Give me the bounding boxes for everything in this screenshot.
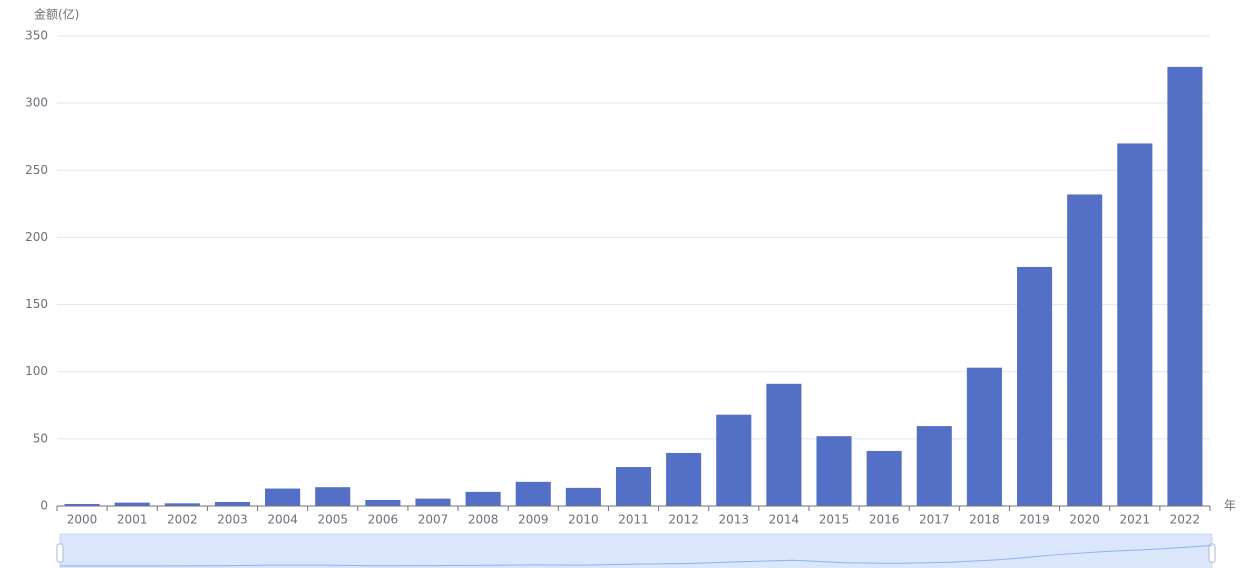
x-tick-label: 2019 bbox=[1019, 513, 1050, 527]
x-tick-label: 2005 bbox=[317, 513, 348, 527]
x-tick-label: 2013 bbox=[718, 513, 749, 527]
x-tick-label: 2000 bbox=[67, 513, 98, 527]
bar bbox=[966, 367, 1002, 506]
y-tick-label: 200 bbox=[25, 230, 48, 244]
bar bbox=[766, 383, 802, 506]
bar bbox=[515, 481, 551, 506]
bar bbox=[1167, 66, 1203, 506]
bar bbox=[916, 426, 952, 506]
bar bbox=[666, 452, 702, 506]
y-axis-label: 金额(亿) bbox=[34, 7, 79, 22]
x-tick-label: 2020 bbox=[1069, 513, 1100, 527]
x-tick-label: 2017 bbox=[919, 513, 950, 527]
bar bbox=[164, 503, 200, 506]
bar bbox=[415, 498, 451, 506]
slider-handle[interactable] bbox=[1208, 543, 1216, 563]
x-tick-label: 2016 bbox=[869, 513, 900, 527]
bar bbox=[465, 491, 501, 506]
x-tick-label: 2002 bbox=[167, 513, 198, 527]
x-tick-label: 2006 bbox=[368, 513, 399, 527]
bar bbox=[1016, 266, 1053, 506]
bar bbox=[615, 467, 652, 506]
bar bbox=[114, 502, 150, 506]
bar bbox=[866, 450, 902, 506]
y-tick-label: 250 bbox=[25, 163, 48, 177]
x-tick-label: 2011 bbox=[618, 513, 649, 527]
bar bbox=[816, 436, 852, 506]
bar bbox=[214, 501, 251, 506]
x-tick-label: 2009 bbox=[518, 513, 549, 527]
bar bbox=[265, 488, 301, 506]
x-tick-label: 2010 bbox=[568, 513, 599, 527]
x-tick-label: 2018 bbox=[969, 513, 1000, 527]
x-tick-label: 2008 bbox=[468, 513, 499, 527]
y-tick-label: 50 bbox=[33, 431, 48, 445]
bar bbox=[365, 499, 401, 506]
x-tick-label: 2001 bbox=[117, 513, 148, 527]
y-tick-label: 0 bbox=[40, 499, 48, 513]
y-tick-label: 100 bbox=[25, 364, 48, 378]
bar bbox=[1067, 194, 1103, 506]
x-tick-label: 2012 bbox=[668, 513, 699, 527]
bar bbox=[565, 487, 601, 506]
slider-handle[interactable] bbox=[56, 543, 64, 563]
y-tick-label: 300 bbox=[25, 96, 48, 110]
bar bbox=[315, 487, 351, 506]
x-tick-label: 2007 bbox=[418, 513, 449, 527]
slider-window bbox=[60, 534, 1212, 568]
data-zoom-slider[interactable] bbox=[56, 533, 1216, 568]
slider-preview bbox=[59, 544, 1213, 567]
bar bbox=[716, 414, 752, 506]
x-tick-label: 2021 bbox=[1120, 513, 1151, 527]
x-axis-label: 年 bbox=[1224, 499, 1236, 513]
y-tick-label: 350 bbox=[25, 29, 48, 43]
x-tick-label: 2004 bbox=[267, 513, 298, 527]
y-tick-label: 150 bbox=[25, 297, 48, 311]
x-tick-label: 2014 bbox=[769, 513, 800, 527]
bar bbox=[1117, 143, 1153, 506]
slider-track bbox=[59, 533, 1213, 568]
bar bbox=[64, 503, 100, 506]
x-tick-label: 2003 bbox=[217, 513, 248, 527]
x-tick-label: 2022 bbox=[1170, 513, 1201, 527]
x-tick-label: 2015 bbox=[819, 513, 850, 527]
